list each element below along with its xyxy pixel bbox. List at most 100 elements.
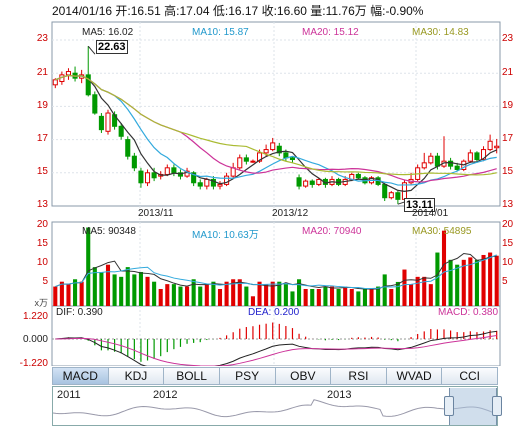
candle-body-32 bbox=[263, 149, 269, 154]
tab-kdj[interactable]: KDJ bbox=[108, 367, 165, 385]
candle-body-51 bbox=[388, 192, 394, 199]
vol-ma30-label: MA30: 54895 bbox=[412, 226, 472, 237]
vol-axis-right-1: 15 bbox=[502, 238, 514, 249]
volume-bar-37 bbox=[297, 279, 302, 306]
candle-body-11 bbox=[125, 139, 131, 157]
volume-bar-64 bbox=[474, 259, 479, 306]
volume-bar-35 bbox=[283, 284, 288, 306]
price-ma10-label: MA10: 15.87 bbox=[192, 27, 249, 38]
low-annotation: 13.11 bbox=[404, 198, 435, 212]
candle-body-26 bbox=[224, 175, 230, 185]
volume-bar-15 bbox=[152, 281, 157, 306]
volume-bar-34 bbox=[277, 281, 282, 306]
macd-axis-zero: 0.000 bbox=[22, 334, 48, 345]
volume-bar-4 bbox=[79, 281, 84, 306]
volume-value: 11.76万 bbox=[325, 4, 367, 18]
high-marker-line bbox=[87, 45, 96, 55]
volume-bar-44 bbox=[343, 286, 348, 306]
time-navigator[interactable]: 2011 2012 2013 bbox=[52, 386, 502, 426]
volume-bar-31 bbox=[257, 281, 262, 306]
date-tick-0: 2013/11 bbox=[138, 208, 174, 219]
candle-body-19 bbox=[177, 172, 184, 177]
nav-year-2013: 2013 bbox=[327, 389, 352, 401]
tab-obv[interactable]: OBV bbox=[275, 367, 332, 385]
candle-body-34 bbox=[276, 145, 282, 154]
candle-body-0 bbox=[52, 79, 58, 86]
range-handle-right[interactable] bbox=[492, 396, 502, 416]
price-axis-left-0: 23 bbox=[36, 33, 48, 44]
date-tick-2: 2014/01 bbox=[412, 208, 449, 219]
candle-body-57 bbox=[428, 155, 434, 164]
tab-cci[interactable]: CCI bbox=[442, 367, 498, 385]
price-ma5-line bbox=[55, 74, 497, 192]
volume-bar-13 bbox=[138, 271, 143, 306]
candle-body-66 bbox=[487, 140, 493, 151]
macd-axis-bottom: -1.220 bbox=[19, 358, 48, 369]
candle-body-50 bbox=[382, 183, 388, 199]
close-value: 16.60 bbox=[276, 4, 307, 18]
candle-body-12 bbox=[131, 155, 137, 169]
candle-body-2 bbox=[65, 71, 72, 76]
change-label: 幅: bbox=[370, 4, 386, 18]
volume-bar-49 bbox=[376, 286, 381, 306]
tab-rsi[interactable]: RSI bbox=[331, 367, 387, 385]
open-label: 开: bbox=[115, 4, 131, 18]
volume-bar-41 bbox=[323, 286, 328, 306]
change-value: -0.90% bbox=[385, 4, 424, 18]
macd-panel-frame bbox=[51, 305, 501, 366]
open-value: 16.51 bbox=[130, 4, 161, 18]
tab-boll[interactable]: BOLL bbox=[164, 367, 220, 385]
volume-bar-58 bbox=[435, 252, 440, 306]
volume-bar-38 bbox=[303, 288, 308, 306]
nav-year-2012: 2012 bbox=[153, 389, 178, 401]
candle-body-22 bbox=[197, 182, 203, 187]
volume-bar-24 bbox=[211, 281, 216, 306]
kline-chart[interactable] bbox=[0, 0, 523, 366]
price-ma30-label: MA30: 14.83 bbox=[412, 27, 469, 38]
navigator-sparkline bbox=[53, 399, 497, 418]
macd-axis-top: 1.220 bbox=[22, 311, 48, 322]
vol-ma10-label: MA10: 10.63万 bbox=[192, 230, 259, 241]
macd-value-label: MACD: 0.380 bbox=[438, 307, 499, 318]
volume-bar-16 bbox=[158, 288, 163, 306]
volume-bar-5 bbox=[86, 227, 91, 306]
price-axis-right-3: 17 bbox=[502, 133, 514, 144]
candle-body-5 bbox=[85, 74, 91, 96]
price-ma10-line bbox=[55, 74, 497, 186]
volume-bar-9 bbox=[112, 274, 117, 306]
candle-body-14 bbox=[144, 172, 151, 184]
price-ma5-label: MA5: 16.02 bbox=[82, 27, 134, 38]
tab-psy[interactable]: PSY bbox=[219, 367, 276, 385]
candle-body-52 bbox=[395, 192, 401, 200]
candle-body-37 bbox=[296, 177, 302, 187]
quote-header: 2014/01/16 开:16.51 高:17.04 低:16.17 收:16.… bbox=[52, 2, 423, 19]
price-axis-left-4: 15 bbox=[36, 166, 48, 177]
volume-bar-12 bbox=[132, 274, 137, 306]
price-axis-left-3: 17 bbox=[36, 133, 48, 144]
candle-body-65 bbox=[480, 149, 487, 161]
volume-bar-29 bbox=[244, 286, 249, 306]
candle-body-38 bbox=[303, 180, 309, 187]
close-label: 收: bbox=[261, 4, 277, 18]
candle-body-25 bbox=[217, 183, 223, 187]
candle-body-33 bbox=[270, 142, 276, 151]
volume-bar-26 bbox=[224, 281, 229, 306]
tab-wvad[interactable]: WVAD bbox=[386, 367, 443, 385]
candle-body-17 bbox=[164, 167, 170, 175]
high-label: 高: bbox=[164, 4, 180, 18]
range-handle-left[interactable] bbox=[444, 396, 454, 416]
volume-bar-67 bbox=[494, 255, 499, 306]
vol-axis-left-1: 15 bbox=[36, 238, 48, 249]
candle-body-36 bbox=[289, 157, 296, 161]
volume-bar-6 bbox=[92, 267, 97, 306]
tab-macd[interactable]: MACD bbox=[52, 367, 109, 385]
volume-bar-63 bbox=[468, 257, 473, 306]
volume-bar-43 bbox=[336, 288, 341, 306]
candle-body-6 bbox=[92, 94, 98, 114]
volume-bar-1 bbox=[59, 281, 64, 306]
volume-bar-61 bbox=[455, 264, 460, 306]
candle-body-63 bbox=[467, 152, 473, 162]
range-slider[interactable] bbox=[444, 388, 502, 425]
volume-bar-28 bbox=[237, 279, 242, 306]
vol-ma5-label: MA5: 90348 bbox=[82, 226, 136, 237]
